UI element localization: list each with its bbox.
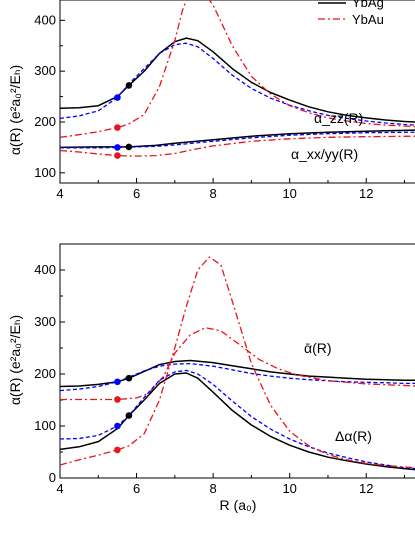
top-series-zz-dashdot (60, 0, 415, 138)
top-y-tick-label: 400 (34, 12, 56, 27)
bottom-y-axis-label: α(R) (e²a₀²/Eₕ) (7, 315, 23, 405)
top-equilibrium-marker (114, 94, 121, 101)
top-y-tick-label: 100 (34, 165, 56, 180)
bottom-series (60, 256, 415, 471)
bottom-x-tick-label: 4 (56, 481, 63, 496)
bottom-equilibrium-marker (114, 422, 121, 430)
bottom-equilibrium-marker (114, 396, 121, 403)
bottom-series-mean-dashed (60, 362, 415, 392)
annotation-alpha-xx-yy: α_xx/yy(R) (291, 146, 358, 162)
legend: YbAg YbAu (318, 0, 384, 27)
top-equilibrium-marker (114, 144, 121, 151)
top-y-axis-label: α(R) (e²a₀²/Eₕ) (7, 65, 23, 155)
top-x-tick-label: 8 (210, 186, 217, 201)
annotation-alpha-zz: α_zz(R) (314, 110, 363, 126)
annotation-delta-alpha: Δα(R) (335, 428, 372, 444)
top-y-tick-label: 300 (34, 63, 56, 78)
top-plot-frame (59, 0, 415, 184)
bottom-series-mean-dashdot (60, 327, 415, 401)
bottom-x-axis-label: R (a₀) (220, 497, 257, 513)
bottom-equilibrium-marker (125, 374, 133, 382)
bottom-equilibrium-marker (114, 378, 121, 386)
top-ticks: 4 6 8 10 12 100 200 300 400 (34, 12, 406, 201)
bottom-panel: 4 6 8 10 12 0 100 200 300 400 α(R) (e²a₀²/Eₕ) R (… (7, 243, 415, 513)
bottom-y-tick-label: 300 (34, 314, 56, 329)
bottom-markers (114, 374, 133, 454)
bottom-x-tick-label: 12 (359, 481, 373, 496)
top-x-tick-label: 12 (359, 186, 373, 201)
bottom-y-tick-label: 400 (34, 262, 56, 277)
top-series-xx-dashdot (60, 135, 415, 157)
top-markers (114, 82, 133, 159)
top-equilibrium-marker (114, 124, 121, 131)
bottom-plot-frame (59, 243, 415, 479)
legend-label-ybau: YbAu (352, 12, 384, 27)
bottom-ticks: 4 6 8 10 12 0 100 200 300 400 (34, 262, 406, 496)
bottom-x-tick-label: 8 (210, 481, 217, 496)
top-x-tick-label: 4 (56, 186, 63, 201)
bottom-equilibrium-marker (114, 446, 121, 454)
bottom-x-tick-label: 6 (133, 481, 140, 496)
top-equilibrium-marker (125, 82, 133, 89)
top-equilibrium-marker (125, 143, 133, 151)
bottom-y-tick-label: 200 (34, 366, 56, 381)
bottom-series-delta-dashed (60, 369, 415, 470)
top-y-tick-label: 200 (34, 114, 56, 129)
bottom-equilibrium-marker (125, 412, 133, 419)
bottom-series-delta-solid (60, 372, 415, 471)
legend-label-ybag: YbAg (352, 0, 384, 10)
top-panel: 4 6 8 10 12 100 200 300 400 α(R) (e²a₀²/Eₕ) α_zz… (7, 0, 415, 201)
top-x-tick-label: 10 (282, 186, 296, 201)
bottom-x-tick-label: 10 (282, 481, 296, 496)
top-series-xx-dashed (60, 131, 415, 149)
bottom-y-tick-label: 0 (49, 470, 56, 485)
top-x-tick-label: 6 (133, 186, 140, 201)
top-equilibrium-marker (114, 152, 121, 159)
top-series-zz-dashed (60, 42, 415, 126)
annotation-alpha-mean: ᾱ(R) (304, 340, 332, 356)
bottom-y-tick-label: 100 (34, 418, 56, 433)
top-series-zz-solid (60, 37, 415, 123)
